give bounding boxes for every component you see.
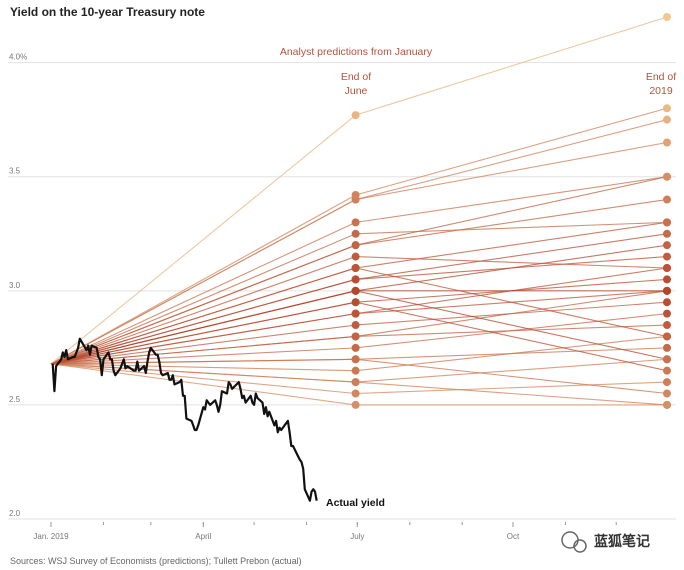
watermark: 蓝狐笔记	[561, 531, 650, 553]
prediction-dot-dec	[663, 389, 671, 398]
prediction-dot-dec	[663, 321, 671, 330]
y-tick-label: 3.5	[9, 167, 21, 176]
prediction-dot-dec	[663, 264, 671, 272]
y-axis-ticks: 2.0 2.5 3.0 3.5 4.0%	[9, 53, 27, 518]
prediction-dot-dec	[663, 229, 671, 238]
endyear-label-line1: End of	[646, 71, 676, 83]
prediction-dot-dec	[663, 172, 671, 181]
prediction-dot-dec	[663, 104, 671, 113]
endyear-label-line2: 2019	[649, 85, 673, 97]
actual-yield-line	[51, 337, 318, 502]
prediction-dot-dec	[663, 275, 671, 284]
prediction-dot-june	[351, 400, 360, 409]
prediction-dot-dec	[663, 241, 671, 250]
prediction-dot-dec	[663, 286, 671, 295]
prediction-dot-dec	[663, 355, 671, 364]
actual-yield-label: Actual yield	[326, 497, 385, 509]
prediction-dots	[351, 13, 671, 409]
prediction-dot-june	[351, 275, 360, 284]
prediction-dot-june	[351, 111, 360, 120]
prediction-dot-june	[351, 218, 360, 227]
prediction-dot-dec	[663, 366, 671, 375]
y-tick-label: 2.5	[9, 395, 21, 404]
x-tick-label: April	[195, 532, 211, 541]
prediction-line-17	[50, 233, 668, 365]
prediction-dot-june	[351, 309, 360, 318]
prediction-dot-june	[351, 355, 360, 364]
prediction-dot-june	[351, 286, 360, 295]
y-tick-label: 2.0	[9, 509, 21, 518]
prediction-line-1	[50, 363, 668, 395]
prediction-line-24	[50, 141, 668, 365]
prediction-dot-dec	[663, 378, 671, 387]
prediction-dot-june	[351, 389, 360, 398]
prediction-dot-dec	[663, 252, 671, 261]
prediction-dot-june	[351, 252, 360, 261]
prediction-dot-june	[351, 332, 360, 341]
prediction-line-25	[50, 119, 668, 365]
source-note: Sources: WSJ Survey of Economists (predi…	[10, 556, 302, 566]
x-axis-ticks: Jan. 2019 April July Oct	[33, 522, 617, 541]
prediction-dot-dec	[663, 332, 671, 341]
watermark-text: 蓝狐笔记	[594, 533, 650, 550]
prediction-dot-june	[351, 366, 360, 375]
midyear-label-line1: End of	[341, 71, 371, 83]
annotation-header: Analyst predictions from January	[280, 46, 433, 58]
prediction-dot-dec	[663, 400, 671, 409]
midyear-label-line2: June	[345, 85, 368, 97]
prediction-dot-dec	[663, 218, 671, 227]
prediction-dot-june	[351, 190, 360, 199]
prediction-dot-dec	[663, 298, 671, 307]
chart-title: Yield on the 10-year Treasury note	[10, 5, 205, 19]
prediction-dot-dec	[663, 309, 671, 318]
y-tick-label: 3.0	[9, 281, 21, 290]
prediction-dot-june	[351, 378, 360, 387]
prediction-dot-dec	[663, 138, 671, 147]
prediction-dot-june	[351, 264, 360, 272]
prediction-dot-dec	[663, 13, 671, 21]
wechat-icon-small	[573, 539, 587, 553]
prediction-dot-june	[351, 241, 360, 250]
prediction-dot-june	[351, 229, 360, 238]
prediction-dot-dec	[663, 115, 671, 124]
prediction-dot-june	[351, 321, 360, 330]
wechat-icon	[561, 531, 579, 549]
prediction-dot-june	[351, 298, 360, 307]
x-tick-label: Oct	[507, 532, 520, 541]
x-tick-label: Jan. 2019	[33, 532, 69, 541]
prediction-line-9	[50, 301, 668, 365]
y-tick-label: 4.0%	[9, 53, 27, 62]
prediction-dot-june	[351, 343, 360, 352]
x-tick-label: July	[350, 532, 364, 541]
prediction-dot-dec	[663, 195, 671, 204]
prediction-dot-dec	[663, 343, 671, 352]
